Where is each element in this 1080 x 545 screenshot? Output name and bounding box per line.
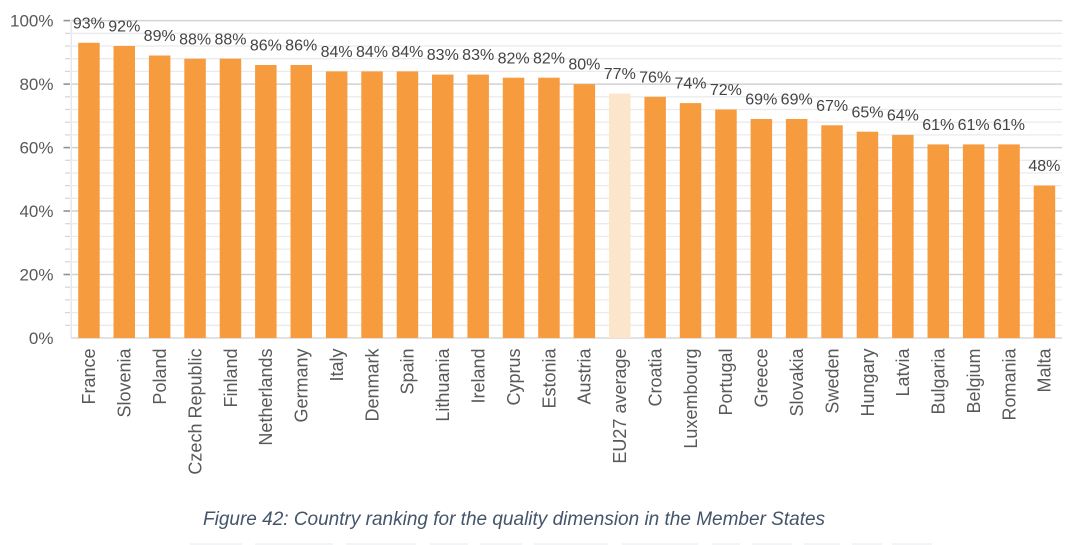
svg-text:80%: 80% [568,57,600,74]
svg-text:72%: 72% [710,82,742,99]
svg-text:61%: 61% [958,117,990,134]
svg-text:61%: 61% [993,117,1025,134]
svg-text:84%: 84% [356,44,388,61]
svg-text:France: France [79,349,99,405]
svg-text:76%: 76% [639,69,671,86]
svg-text:69%: 69% [745,92,777,109]
svg-text:82%: 82% [533,50,565,67]
svg-text:80%: 80% [19,75,53,94]
svg-text:EU27 average: EU27 average [610,349,630,464]
svg-text:Czech Republic: Czech Republic [185,349,205,475]
svg-text:Italy: Italy [327,349,347,382]
svg-text:100%: 100% [10,12,53,31]
svg-text:Romania: Romania [999,348,1019,421]
svg-text:64%: 64% [887,108,919,125]
svg-text:65%: 65% [851,104,883,121]
svg-text:Slovakia: Slovakia [787,348,807,417]
svg-text:Denmark: Denmark [362,348,382,422]
svg-text:40%: 40% [19,202,53,221]
svg-text:93%: 93% [73,15,105,32]
svg-text:Estonia: Estonia [539,348,559,409]
svg-text:20%: 20% [19,266,53,285]
svg-text:77%: 77% [604,66,636,83]
svg-text:Figure 42: Country ranking for: Figure 42: Country ranking for the quali… [203,509,826,530]
svg-text:Lithuania: Lithuania [433,348,453,422]
svg-text:Portugal: Portugal [716,349,736,416]
svg-text:88%: 88% [214,31,246,48]
svg-text:Slovenia: Slovenia [115,348,135,418]
svg-text:86%: 86% [285,38,317,55]
svg-text:83%: 83% [462,47,494,64]
svg-text:Finland: Finland [221,349,241,408]
svg-text:60%: 60% [19,139,53,158]
svg-text:86%: 86% [250,38,282,55]
svg-text:69%: 69% [781,92,813,109]
svg-text:89%: 89% [144,28,176,45]
svg-text:88%: 88% [179,31,211,48]
svg-text:82%: 82% [498,50,530,67]
svg-text:48%: 48% [1028,158,1060,175]
svg-text:74%: 74% [674,76,706,93]
svg-text:Austria: Austria [575,348,595,405]
svg-text:Greece: Greece [752,349,772,408]
svg-text:Belgium: Belgium [964,349,984,414]
svg-text:Latvia: Latvia [893,348,913,397]
svg-text:92%: 92% [108,19,140,36]
svg-text:Malta: Malta [1035,348,1055,393]
svg-text:84%: 84% [391,44,423,61]
svg-text:Spain: Spain [398,349,418,395]
svg-text:83%: 83% [427,47,459,64]
svg-text:Sweden: Sweden [822,349,842,414]
svg-text:61%: 61% [922,117,954,134]
svg-text:Ireland: Ireland [469,349,489,404]
svg-text:Hungary: Hungary [858,349,878,417]
svg-text:0%: 0% [29,329,54,348]
svg-text:Germany: Germany [292,349,312,423]
svg-text:Netherlands: Netherlands [256,349,276,446]
svg-text:Cyprus: Cyprus [504,349,524,406]
svg-text:84%: 84% [321,44,353,61]
svg-text:Luxembourg: Luxembourg [681,349,701,449]
svg-text:Croatia: Croatia [645,348,665,407]
svg-text:Bulgaria: Bulgaria [929,348,949,415]
svg-text:Poland: Poland [150,349,170,405]
svg-text:67%: 67% [816,98,848,115]
